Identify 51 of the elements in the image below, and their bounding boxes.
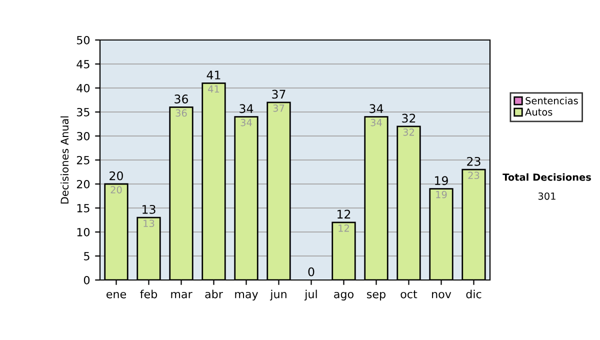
total-label: 34 (370, 104, 384, 114)
x-tick-label: abr (205, 290, 223, 298)
legend-label: Autos (525, 108, 552, 116)
y-tick-label: 15 (77, 204, 90, 212)
total-label: 37 (272, 90, 286, 99)
x-tick-label: dic (466, 290, 482, 298)
data-label: 23 (468, 172, 480, 180)
y-tick-label: 25 (76, 156, 90, 164)
data-label: 13 (144, 220, 154, 228)
x-tick-label: feb (140, 290, 158, 298)
total-label: 23 (467, 156, 480, 166)
y-tick-label: 45 (76, 60, 90, 68)
total-label: 41 (206, 70, 220, 80)
data-label: 37 (273, 104, 284, 112)
x-tick-label: mar (171, 292, 192, 298)
data-label: 41 (208, 85, 220, 93)
x-tick-label: nov (432, 292, 452, 298)
text: Total Decisiones (502, 173, 591, 181)
x-tick-label: ago (334, 292, 354, 300)
total-label: 32 (402, 114, 416, 123)
y-tick-label: 50 (76, 36, 90, 44)
data-label: 34 (370, 118, 382, 126)
data-label: 34 (240, 118, 252, 126)
data-label: 32 (403, 128, 414, 136)
total-label: 0 (308, 267, 314, 276)
total-label: 20 (110, 171, 123, 180)
x-tick-label: oct (400, 290, 418, 298)
y-tick-label: 20 (76, 180, 90, 188)
data-label: 20 (110, 186, 122, 194)
legend-label: Sentencias (526, 96, 578, 104)
x-tick-label: may (235, 292, 258, 300)
text: 301 (538, 192, 556, 200)
y-tick-label: 5 (84, 252, 90, 260)
x-tick-label: jul (304, 290, 317, 300)
total-label: 19 (435, 176, 448, 186)
y-tick-label: 30 (76, 132, 90, 140)
x-tick-label: jun (270, 290, 286, 300)
y-tick-label: 0 (84, 276, 90, 284)
total-label: 12 (338, 210, 350, 219)
y-tick-label: 40 (76, 84, 90, 92)
x-tick-label: sep (367, 292, 386, 300)
x-tick-label: ene (106, 292, 126, 298)
total-label: 36 (174, 94, 188, 104)
total-label: 13 (142, 204, 156, 214)
y-axis-title: Decisiones Anual (60, 116, 69, 204)
total-label: 34 (240, 104, 254, 114)
y-tick-label: 10 (77, 228, 90, 236)
data-label: 12 (338, 224, 349, 232)
data-label: 36 (176, 109, 187, 117)
y-tick-label: 35 (76, 108, 90, 116)
data-label: 19 (436, 190, 447, 198)
